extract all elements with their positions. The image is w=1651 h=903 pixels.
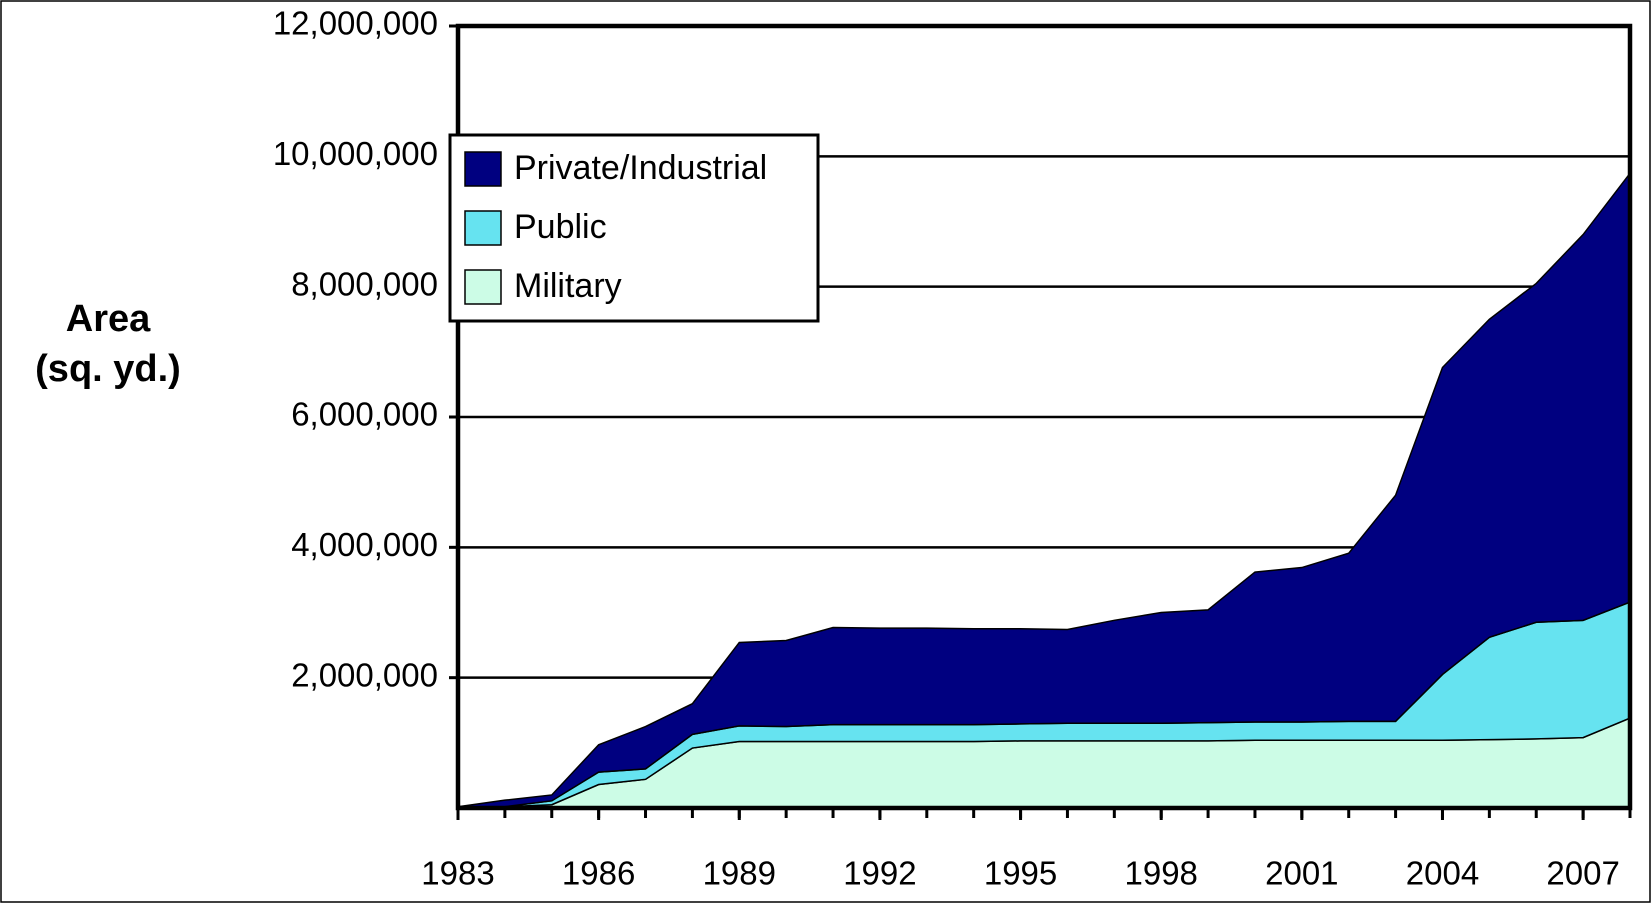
legend-label: Military [514,267,622,305]
legend-box [448,133,820,323]
x-tick-label: 1989 [703,855,776,892]
legend-swatch [464,151,502,187]
y-tick-label: 8,000,000 [291,265,438,302]
x-tick-label: 1992 [843,855,916,892]
legend-label: Public [514,208,607,246]
x-tick-label: 1998 [1124,855,1197,892]
x-tick-label: 1983 [421,855,494,892]
y-tick-label: 12,000,000 [273,5,438,42]
y-axis-label: Area [66,298,151,340]
x-tick-label: 1995 [984,855,1057,892]
legend-swatch [464,210,502,246]
x-tick-label: 2007 [1546,855,1619,892]
y-tick-label: 10,000,000 [273,135,438,172]
y-tick-label: 4,000,000 [291,526,438,563]
y-tick-label: 2,000,000 [291,656,438,693]
x-tick-label: 1986 [562,855,635,892]
x-tick-label: 2004 [1406,855,1479,892]
x-tick-label: 2001 [1265,855,1338,892]
legend-swatch [464,269,502,305]
y-axis-label: (sq. yd.) [35,348,181,390]
y-tick-label: 6,000,000 [291,396,438,433]
legend-label: Private/Industrial [514,149,767,187]
